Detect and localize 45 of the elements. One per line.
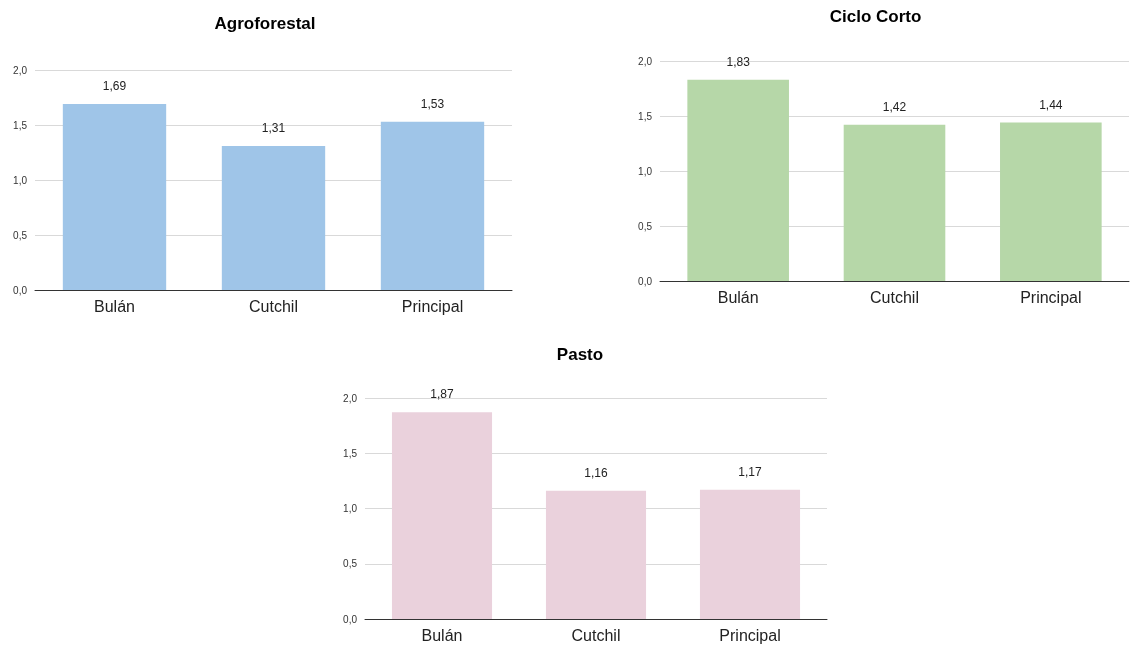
data-label: 1,17 [738,464,762,479]
chart-title: Agroforestal [214,14,316,33]
data-label: 1,31 [261,120,286,135]
chart-title: Pasto [556,345,604,364]
data-label: 1,83 [726,54,751,69]
data-label: 1,53 [420,96,445,111]
x-tick-label: Cutchil [249,297,298,315]
x-tick-label: Bulán [421,626,463,644]
x-tick-label: Principal [719,626,781,644]
bar [687,79,789,281]
y-tick-label: 0,5 [638,220,653,232]
data-label: 1,16 [584,465,608,480]
x-tick-label: Cutchil [571,626,621,644]
bar [1000,122,1102,281]
bar [380,121,485,290]
bar [62,104,167,290]
y-tick-label: 1,0 [638,165,653,177]
y-tick-label: 1,0 [13,174,28,186]
y-tick-label: 2,0 [13,64,28,76]
x-tick-label: Principal [1020,288,1082,306]
bar [843,124,946,281]
bar [391,412,493,619]
x-tick-label: Principal [401,297,464,315]
y-tick-label: 0,0 [343,613,358,625]
y-tick-label: 1,5 [13,119,28,131]
bar [545,490,647,619]
x-tick-label: Bulán [94,297,135,315]
data-label: 1,69 [102,79,127,94]
data-label: 1,44 [1039,97,1063,112]
data-label: 1,87 [430,387,454,402]
y-tick-label: 1,5 [343,447,358,459]
y-tick-label: 2,0 [638,55,653,67]
chart-title: Ciclo Corto [829,7,922,26]
data-label: 1,42 [882,99,907,114]
x-tick-label: Bulán [717,288,759,306]
y-tick-label: 0,0 [638,275,653,287]
y-tick-label: 0,5 [13,229,28,241]
y-tick-label: 1,0 [343,503,358,514]
y-tick-label: 1,5 [638,110,653,122]
x-tick-label: Cutchil [870,288,919,306]
y-tick-label: 0,5 [343,558,358,570]
bar [699,489,801,619]
bar [221,145,326,290]
y-tick-label: 0,0 [13,284,28,296]
y-tick-label: 2,0 [343,392,358,404]
